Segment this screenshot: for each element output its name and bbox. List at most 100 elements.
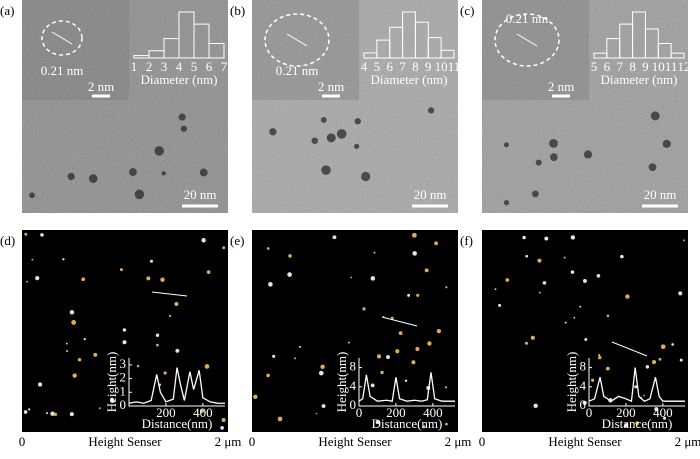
afm-dot <box>444 386 448 389</box>
afm-dot <box>37 382 43 387</box>
afm-dot <box>386 355 390 359</box>
particle <box>269 128 277 136</box>
inset-scale-label: 2 nm <box>318 79 344 94</box>
hist-tick-label: 7 <box>221 59 228 74</box>
hist-tick-label: 7 <box>616 59 623 74</box>
particle <box>326 133 336 143</box>
y-tick-label: 1 <box>120 383 127 398</box>
particle <box>336 129 347 139</box>
afm-dot <box>606 314 610 318</box>
y-tick-label: 0 <box>350 397 357 412</box>
afm-dot <box>65 342 68 345</box>
particle <box>361 171 371 182</box>
afm-dot <box>634 385 638 389</box>
y-tick-label: 3 <box>120 356 127 371</box>
afm-dot <box>175 348 180 353</box>
afm-dot <box>663 416 667 420</box>
afm-dot <box>373 251 376 254</box>
afm-dot <box>525 254 529 258</box>
afm-dot <box>591 378 595 382</box>
hist-tick-label: 11 <box>665 59 678 74</box>
afm-dot <box>398 331 403 336</box>
afm-dot <box>658 357 662 361</box>
afm-dot <box>643 394 646 397</box>
afm-dot <box>411 232 417 238</box>
afm-dot <box>370 383 375 388</box>
tem-noise <box>482 0 688 213</box>
particle <box>427 107 435 114</box>
afm-dot <box>407 293 411 297</box>
afm-dot <box>98 407 101 410</box>
hist-xlabel: Diameter (nm) <box>601 72 678 87</box>
inset-region <box>252 0 360 100</box>
lattice-label: 0.21 nm <box>41 63 84 78</box>
hist-tick-label: 8 <box>629 59 636 74</box>
afm-dot <box>427 341 432 346</box>
afm-dot <box>200 408 205 413</box>
particle <box>503 142 509 148</box>
afm-dot <box>445 286 448 289</box>
afm-dot <box>422 425 426 429</box>
axis-end: 2 μm <box>215 434 242 449</box>
axis-start: 0 <box>19 434 26 449</box>
panel-label: (f) <box>460 233 473 248</box>
afm-dot <box>362 307 366 311</box>
afm-dot <box>376 354 382 359</box>
hist-tick-label: 5 <box>191 59 198 74</box>
afm-dot <box>347 341 350 344</box>
panel-label: (d) <box>0 233 15 248</box>
afm-dot <box>266 247 270 250</box>
afm-dot <box>35 276 40 281</box>
afm-dot <box>415 346 420 351</box>
afm-dot <box>498 303 502 307</box>
afm-dot <box>174 302 179 307</box>
afm-dot <box>350 276 353 279</box>
afm-dot <box>434 241 439 246</box>
particle <box>354 143 360 149</box>
hist-bar <box>427 37 442 59</box>
afm-dot <box>624 423 629 428</box>
afm-dot <box>524 341 529 345</box>
afm-dot <box>596 273 601 278</box>
particle <box>161 171 166 176</box>
hist-xlabel: Diameter (nm) <box>141 72 218 87</box>
afm-dot <box>645 365 650 369</box>
scale-label: 20 nm <box>414 187 447 202</box>
scale-label: 20 nm <box>644 187 677 202</box>
particle <box>583 150 593 159</box>
hist-tick-label: 12 <box>678 59 691 74</box>
hist-tick-label: 5 <box>374 59 381 74</box>
afm-dot <box>416 293 420 297</box>
hist-tick-label: 7 <box>399 59 406 74</box>
afm-dot <box>23 410 28 414</box>
afm-dot <box>321 404 326 408</box>
hist-tick-label: 9 <box>425 59 432 74</box>
x-tick-label: 400 <box>423 405 443 420</box>
lattice-mark <box>516 33 538 47</box>
afm-dot <box>320 364 325 370</box>
lattice-mark <box>286 33 308 47</box>
inset-region <box>482 0 590 100</box>
hist-tick-label: 6 <box>386 59 393 74</box>
afm-dot <box>156 343 159 347</box>
afm-dot <box>570 270 575 274</box>
afm-dot <box>375 420 380 425</box>
afm-dot <box>584 338 588 342</box>
afm-dot <box>380 370 384 375</box>
afm-dot <box>537 258 542 263</box>
profile-ylabel: Height(nm) <box>334 352 349 413</box>
particle <box>154 146 164 156</box>
y-tick-label: 0 <box>580 397 587 412</box>
y-tick-label: 8 <box>350 359 357 374</box>
afm-dot <box>24 232 28 236</box>
afm-dot <box>505 278 510 282</box>
particle <box>199 168 208 177</box>
afm-dot <box>651 359 657 365</box>
afm-dot <box>69 412 74 417</box>
hist-tick-label: 4 <box>176 59 183 74</box>
particle <box>129 168 137 176</box>
afm-dot <box>119 268 123 272</box>
hist-tick-label: 4 <box>361 59 368 74</box>
x-tick-label: 0 <box>356 405 363 420</box>
afm-dot <box>538 291 541 294</box>
